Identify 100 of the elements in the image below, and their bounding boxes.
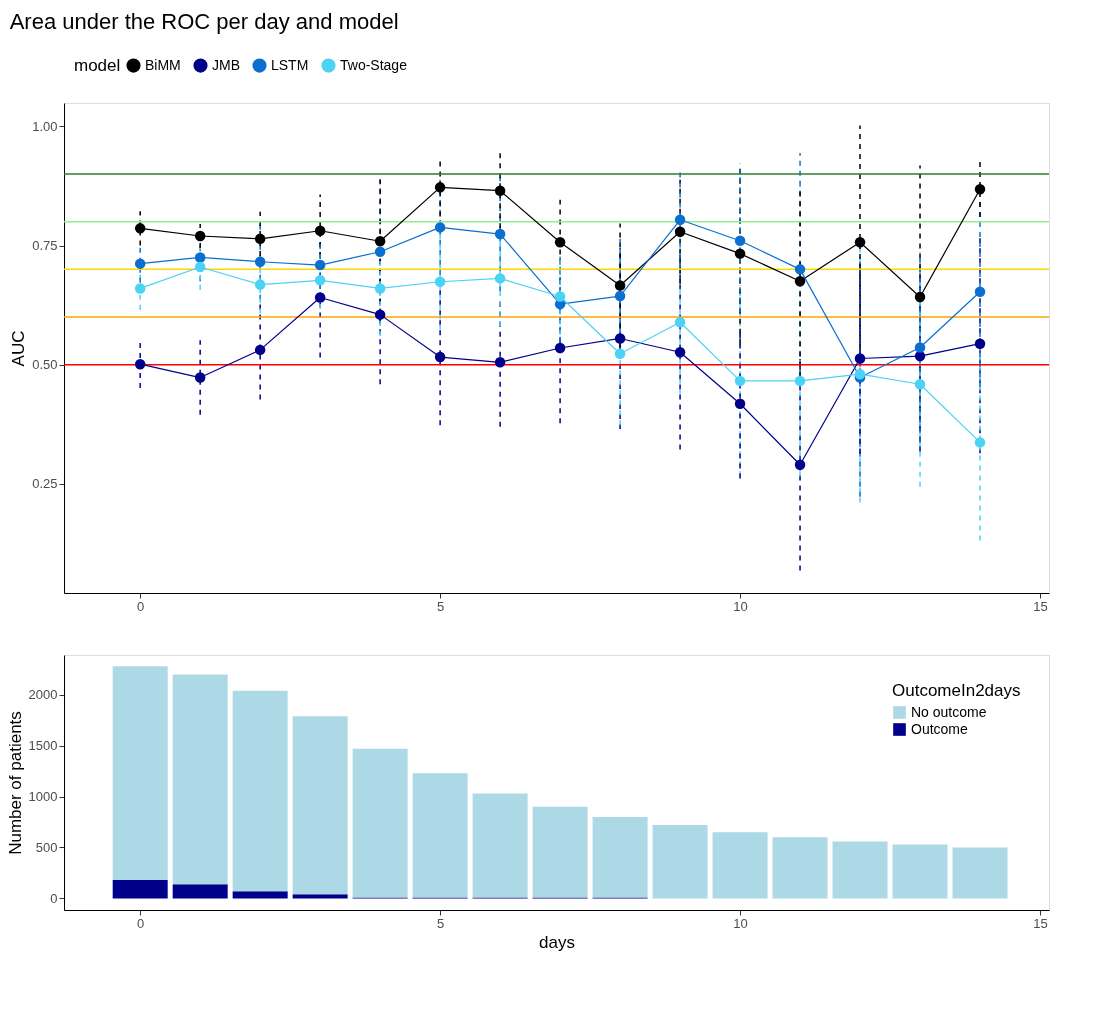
point xyxy=(794,276,806,287)
point xyxy=(974,437,986,448)
point xyxy=(254,233,266,245)
bar xyxy=(832,841,888,899)
point xyxy=(134,258,146,269)
point xyxy=(854,236,866,248)
legend-title: model xyxy=(74,56,121,75)
point xyxy=(674,317,686,328)
bar xyxy=(472,793,528,898)
y-tick-label: 0 xyxy=(50,890,58,906)
bar xyxy=(412,773,468,898)
point xyxy=(674,214,686,226)
point xyxy=(614,280,626,291)
bar xyxy=(172,674,228,885)
chart-title: Area under the ROC per day and model xyxy=(9,9,399,34)
legend-label: No outcome xyxy=(911,703,987,720)
bar xyxy=(232,690,288,892)
point xyxy=(494,228,506,240)
bar xyxy=(952,847,1008,899)
x-tick-label: 15 xyxy=(1033,598,1048,614)
point xyxy=(974,286,986,297)
point xyxy=(674,347,686,358)
point xyxy=(374,309,386,320)
point xyxy=(614,333,626,344)
x-tick-label: 0 xyxy=(137,598,145,614)
point xyxy=(734,375,746,387)
x-tick-label: 5 xyxy=(437,915,445,931)
point xyxy=(434,351,446,363)
y-tick-label: 1.00 xyxy=(32,118,58,134)
point xyxy=(314,292,326,303)
point xyxy=(254,256,266,267)
point xyxy=(614,348,626,359)
point xyxy=(194,372,206,383)
legend-label: JMB xyxy=(212,56,240,73)
point xyxy=(854,353,866,364)
bar xyxy=(712,832,768,899)
bar xyxy=(292,716,348,895)
point xyxy=(374,246,386,257)
point xyxy=(734,248,746,259)
y-tick-label: 0.25 xyxy=(32,476,58,492)
point xyxy=(914,342,926,353)
point xyxy=(734,235,746,246)
point xyxy=(554,236,566,248)
point xyxy=(134,358,146,370)
point xyxy=(134,283,146,294)
point xyxy=(434,222,446,233)
bar xyxy=(772,837,828,899)
bar xyxy=(112,880,168,899)
point xyxy=(194,230,206,242)
y-tick-label: 0.75 xyxy=(32,238,58,254)
point xyxy=(194,261,206,273)
point xyxy=(314,275,326,286)
y-tick-label: 1000 xyxy=(28,789,58,805)
point xyxy=(914,378,926,390)
bar xyxy=(652,825,708,899)
legend-label: Outcome xyxy=(911,720,969,737)
point xyxy=(314,259,326,271)
y-tick-label: 500 xyxy=(35,840,58,855)
point xyxy=(434,276,446,287)
x-tick-label: 0 xyxy=(137,915,145,931)
point xyxy=(974,338,986,349)
point xyxy=(134,223,146,234)
point xyxy=(854,368,866,380)
y-axis-title: Number of patients xyxy=(5,711,25,855)
point xyxy=(374,283,386,294)
y-tick-label: 1500 xyxy=(28,738,58,754)
point xyxy=(374,236,386,247)
bar xyxy=(532,806,588,898)
point xyxy=(314,225,326,236)
point xyxy=(794,459,806,471)
bar xyxy=(592,816,648,898)
x-tick-label: 10 xyxy=(733,915,748,931)
point xyxy=(494,357,506,368)
legend-label: LSTM xyxy=(271,56,309,73)
point xyxy=(914,291,926,303)
legend-title: OutcomeIn2days xyxy=(892,681,1021,700)
legend-label: Two-Stage xyxy=(340,56,408,73)
point xyxy=(974,184,986,195)
bar xyxy=(112,666,168,881)
point xyxy=(434,182,446,193)
point xyxy=(794,375,806,387)
bar xyxy=(232,891,288,899)
bar xyxy=(292,894,348,899)
x-tick-label: 10 xyxy=(733,598,748,614)
x-axis-title: days xyxy=(539,932,575,952)
legend-label: BiMM xyxy=(145,56,181,73)
x-tick-label: 5 xyxy=(437,598,445,614)
point xyxy=(254,344,266,356)
point xyxy=(734,398,746,409)
point xyxy=(554,291,566,302)
point xyxy=(254,279,266,290)
point xyxy=(554,342,566,354)
point xyxy=(674,226,686,237)
bar xyxy=(892,844,948,899)
point xyxy=(194,252,206,263)
x-tick-label: 15 xyxy=(1033,915,1048,931)
bar xyxy=(172,884,228,899)
y-axis-title: AUC xyxy=(9,330,29,367)
y-tick-label: 2000 xyxy=(28,687,58,703)
point xyxy=(494,185,506,196)
